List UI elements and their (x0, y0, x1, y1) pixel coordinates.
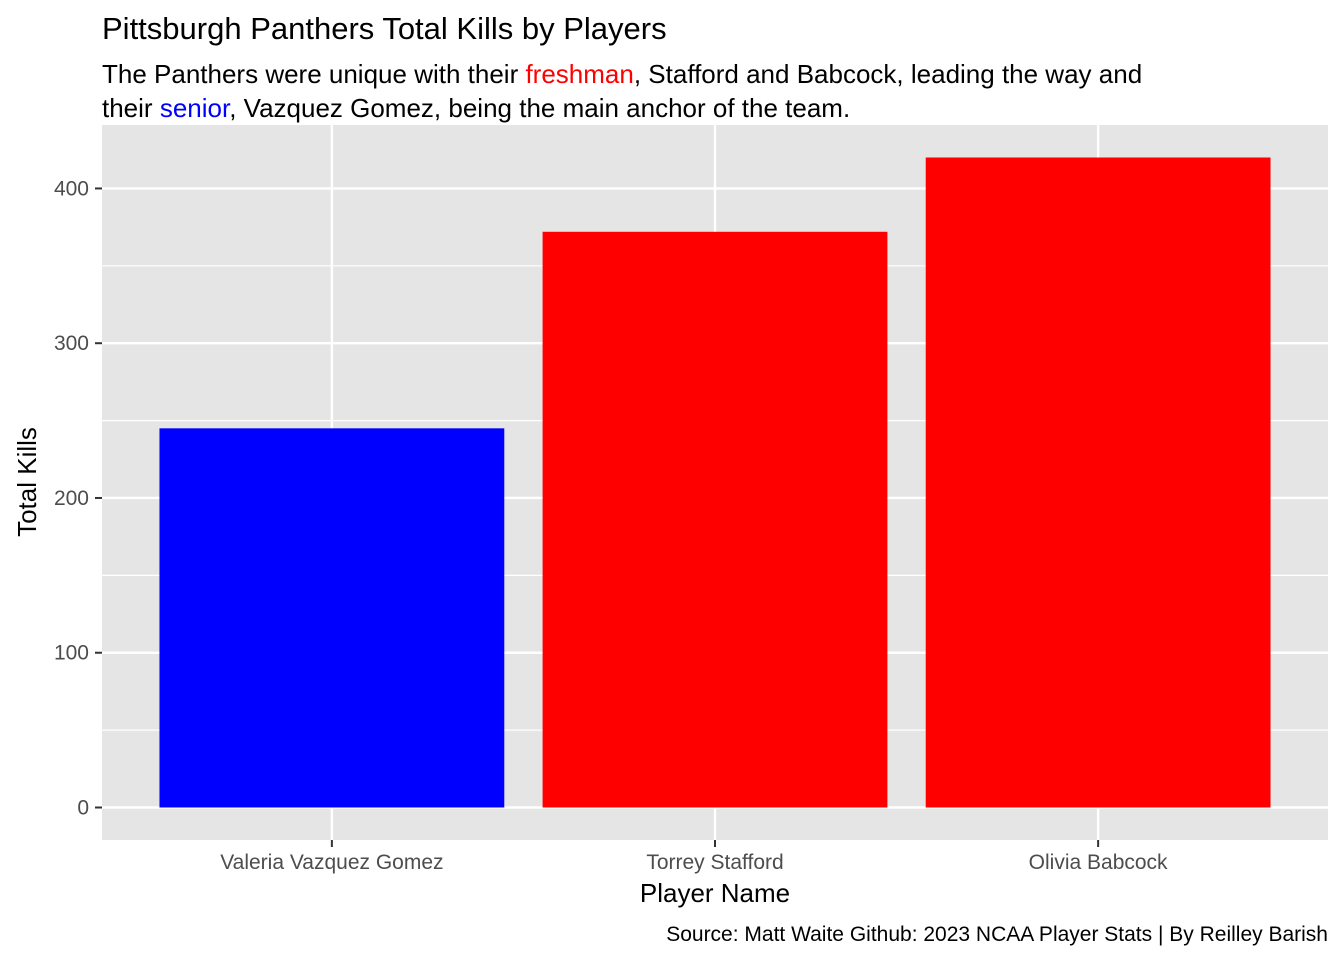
x-tick-label: Olivia Babcock (1029, 851, 1168, 874)
bar-valeria-vazquez-gomez (159, 428, 505, 808)
bar-olivia-babcock (925, 157, 1271, 808)
chart-subtitle-line-1: The Panthers were unique with their fres… (102, 59, 1142, 89)
subtitle-line-1-span-1: freshman (525, 59, 633, 89)
subtitle-line-2-span-2: , Vazquez Gomez, being the main anchor o… (229, 93, 850, 123)
y-tick-label: 100 (54, 642, 89, 665)
chart-title: Pittsburgh Panthers Total Kills by Playe… (102, 11, 667, 46)
chart-caption: Source: Matt Waite Github: 2023 NCAA Pla… (666, 923, 1328, 946)
y-tick-label: 0 (77, 797, 89, 820)
bars (159, 157, 1271, 808)
subtitle-line-2-span-0: their (102, 93, 160, 123)
subtitle-line-1-span-0: The Panthers were unique with their (102, 59, 525, 89)
chart-subtitle-line-2: their senior, Vazquez Gomez, being the m… (102, 93, 850, 123)
y-axis-title: Total Kills (12, 427, 42, 537)
y-tick-label: 300 (54, 332, 89, 355)
x-tick-label: Valeria Vazquez Gomez (220, 851, 443, 874)
x-tick-label: Torrey Stafford (646, 851, 783, 874)
subtitle-line-2-span-1: senior (160, 93, 231, 123)
subtitle-line-1-span-2: , Stafford and Babcock, leading the way … (634, 59, 1142, 89)
y-tick-label: 200 (54, 487, 89, 510)
bar-torrey-stafford (542, 231, 888, 808)
x-axis: Valeria Vazquez Gomez Torrey Stafford Oliv… (220, 840, 1168, 874)
y-axis: 0 100 200 300 400 (54, 177, 102, 820)
x-axis-title: Player Name (640, 878, 790, 908)
y-tick-label: 400 (54, 177, 89, 200)
